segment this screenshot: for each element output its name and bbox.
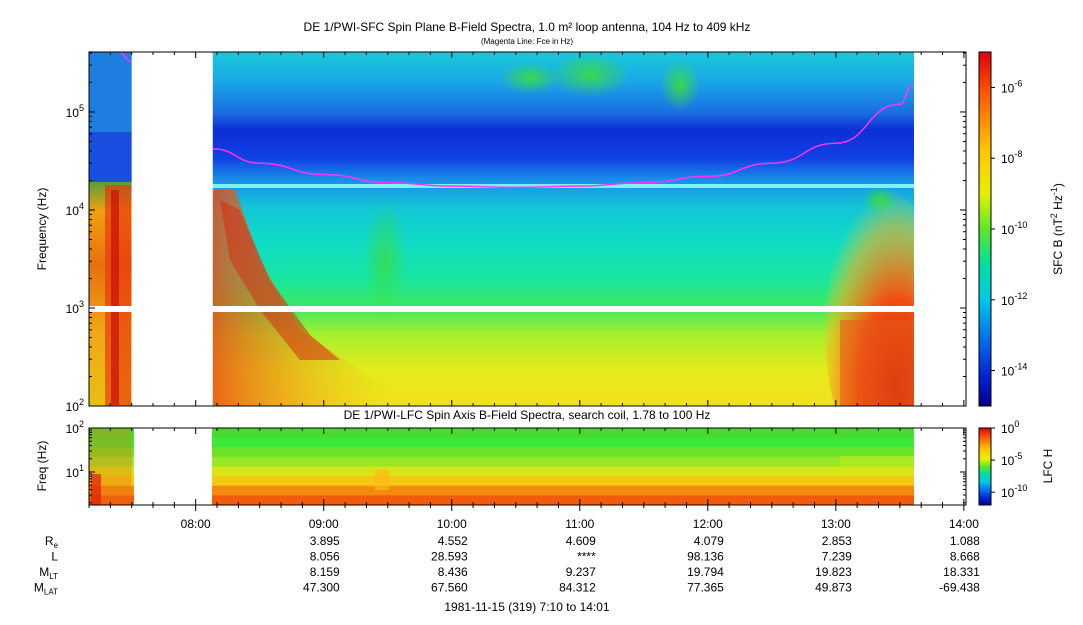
- ephemeris-value: 8.668: [950, 550, 980, 564]
- ephemeris-value: ****: [577, 550, 596, 564]
- sfc-y-tick-label: 103: [66, 299, 84, 316]
- time-range-footer: 1981-11-15 (319) 7:10 to 14:01: [444, 600, 610, 614]
- ephemeris-value: 28.593: [431, 550, 468, 564]
- lfc-y-tick-label: 101: [66, 463, 84, 480]
- time-tick-label: 11:00: [565, 517, 594, 531]
- colorbar-tick-label: 10-14: [1001, 362, 1027, 379]
- ephemeris-value: 8.436: [438, 565, 468, 579]
- sfc-colorbar-label: SFC B (nT2 Hz-1): [1049, 183, 1065, 275]
- colorbar-tick-label: 10-12: [1001, 291, 1027, 308]
- sfc-y-tick-label: 105: [66, 103, 84, 120]
- time-tick-label: 12:00: [693, 517, 723, 531]
- lfc-chart-title: DE 1/PWI-LFC Spin Axis B-Field Spectra, …: [344, 408, 711, 422]
- time-tick-label: 14:00: [949, 517, 979, 531]
- ephemeris-row-label: L: [51, 550, 58, 564]
- ephemeris-value: 98.136: [687, 550, 724, 564]
- ephemeris-value: 9.237: [566, 565, 596, 579]
- colorbar-tick-label: 10-5: [1001, 451, 1022, 468]
- lfc-colorbar: 100 10-5 10-10 LFC H: [978, 419, 1055, 506]
- ephemeris-value: -69.438: [939, 581, 980, 595]
- fce-line: [212, 83, 913, 189]
- colorbar-tick-label: 10-10: [1001, 483, 1027, 500]
- sfc-colorbar: 10-6 10-8 10-10 10-12 10-14 SFC B (nT2 Hz-1): [978, 51, 1065, 407]
- ephemeris-value: 4.552: [438, 534, 468, 548]
- lfc-y-axis-ticks: 101 102: [66, 419, 966, 504]
- time-tick-label: 08:00: [181, 517, 211, 531]
- sfc-y-tick-label: 104: [66, 201, 84, 218]
- ephemeris-value: 3.895: [310, 534, 340, 548]
- ephemeris-value: 77.365: [687, 581, 724, 595]
- ephemeris-value: 4.079: [694, 534, 724, 548]
- ephemeris-value: 84.312: [559, 581, 596, 595]
- lfc-colorbar-label: LFC H: [1041, 449, 1055, 484]
- lfc-colorbar-gradient: [979, 428, 991, 505]
- ephemeris-table: Re 3.895 4.552 4.609 4.079 2.853 1.088 L 8.056 28…: [34, 534, 980, 597]
- ephemeris-row-label: MLT: [39, 565, 58, 581]
- time-axis-ticks: 08:00 09:00 10:00 11:00 12:00 13:00 14:00: [88, 52, 979, 531]
- sfc-chart-title: DE 1/PWI-SFC Spin Plane B-Field Spectra,…: [304, 20, 751, 34]
- sfc-spectrogram-panel: 102 103 104 105 Frequency (Hz) DE 1/PWI-SFC…: [35, 20, 967, 414]
- colorbar-tick-label: 10-8: [1001, 149, 1022, 166]
- time-tick-label: 13:00: [821, 517, 851, 531]
- colorbar-tick-label: 10-6: [1001, 78, 1022, 95]
- sfc-y-axis-ticks: 102 103 104 105: [66, 52, 966, 414]
- ephemeris-value: 49.873: [815, 581, 852, 595]
- ephemeris-value: 7.239: [822, 550, 852, 564]
- lfc-y-axis-label: Freq (Hz): [35, 441, 49, 492]
- time-tick-label: 10:00: [437, 517, 467, 531]
- ephemeris-value: 4.609: [566, 534, 596, 548]
- ephemeris-value: 47.300: [303, 581, 340, 595]
- colorbar-tick-label: 100: [1001, 419, 1019, 436]
- ephemeris-value: 1.088: [950, 534, 980, 548]
- ephemeris-value: 8.159: [310, 565, 340, 579]
- ephemeris-value: 19.823: [815, 565, 852, 579]
- ephemeris-row-label: Re: [45, 534, 59, 550]
- ephemeris-value: 8.056: [310, 550, 340, 564]
- lfc-colorbar-ticks: 100 10-5 10-10: [991, 419, 1027, 500]
- sfc-colorbar-ticks: 10-6 10-8 10-10 10-12 10-14: [991, 78, 1027, 379]
- ephemeris-value: 67.560: [431, 581, 468, 595]
- lfc-y-tick-label: 102: [66, 419, 84, 436]
- lfc-spectrogram-image: [89, 428, 966, 505]
- ephemeris-row-label: MLAT: [34, 581, 58, 597]
- ephemeris-value: 18.331: [943, 565, 980, 579]
- colorbar-tick-label: 10-10: [1001, 220, 1027, 237]
- sfc-y-tick-label: 102: [66, 397, 84, 414]
- ephemeris-value: 2.853: [822, 534, 852, 548]
- ephemeris-value: 19.794: [687, 565, 724, 579]
- time-tick-label: 09:00: [309, 517, 339, 531]
- sfc-colorbar-gradient: [979, 52, 991, 406]
- sfc-spectrogram-image: [89, 52, 966, 406]
- sfc-chart-subtitle: (Magenta Line: Fce in Hz): [481, 37, 573, 46]
- sfc-y-axis-label: Frequency (Hz): [35, 188, 49, 271]
- lfc-spectrogram-panel: DE 1/PWI-LFC Spin Axis B-Field Spectra, …: [35, 408, 967, 506]
